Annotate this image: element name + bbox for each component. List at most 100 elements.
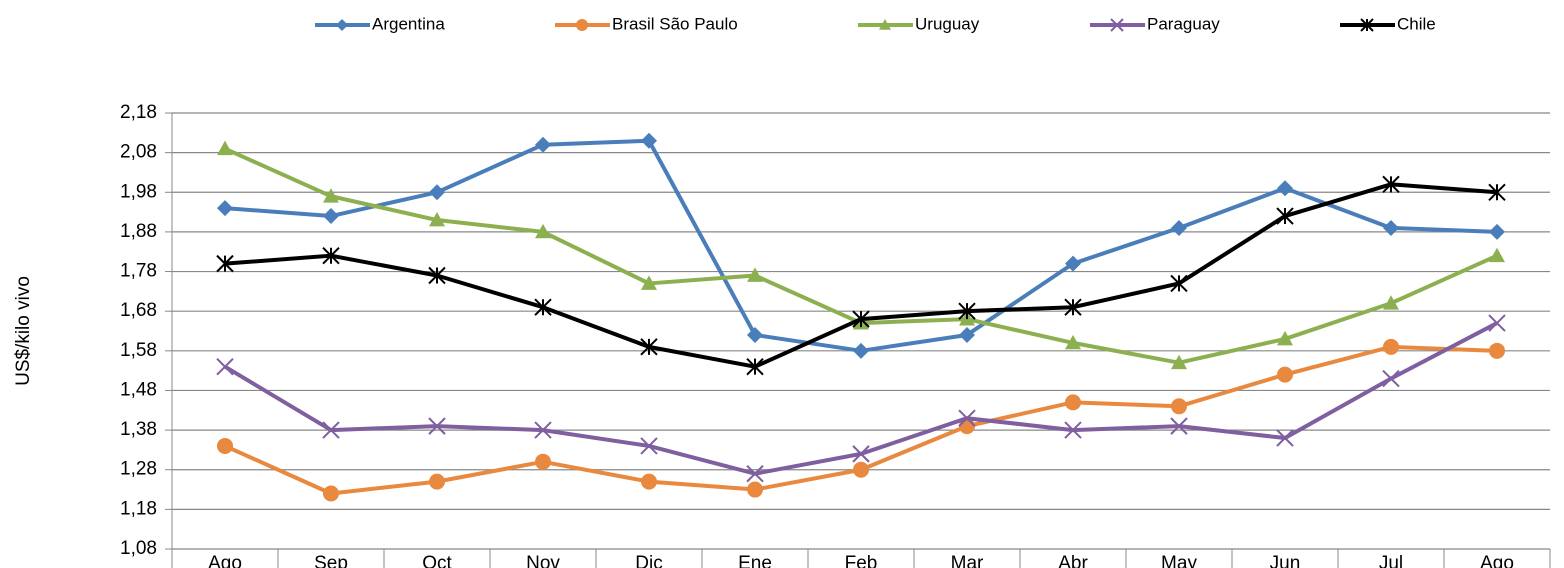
y-tick-label: 1,38: [120, 419, 157, 440]
marker: [217, 437, 233, 454]
x-tick-label: Jul: [1379, 553, 1403, 568]
x-tick-label: Sep: [314, 553, 348, 568]
x-tick-label: Oct: [422, 553, 452, 568]
marker: [958, 409, 976, 427]
marker: [1383, 219, 1399, 236]
marker: [879, 19, 891, 30]
marker: [1382, 369, 1400, 388]
marker: [641, 132, 657, 149]
y-tick-label: 1,88: [120, 221, 157, 242]
x-tick-label: Ago: [208, 553, 242, 568]
marker: [322, 246, 340, 265]
marker: [641, 275, 657, 290]
marker: [1277, 330, 1293, 346]
marker: [323, 188, 339, 203]
marker: [853, 342, 869, 359]
marker: [1065, 255, 1081, 272]
marker: [576, 19, 588, 31]
marker: [747, 481, 763, 498]
marker: [1489, 247, 1505, 263]
marker: [336, 19, 348, 31]
legend-label: Uruguay: [915, 14, 980, 33]
marker: [1383, 295, 1399, 310]
marker: [852, 310, 870, 328]
marker: [1064, 421, 1082, 439]
y-tick-label: 1,28: [120, 459, 157, 480]
x-tick-label: Jun: [1270, 553, 1301, 568]
marker: [641, 473, 657, 490]
marker: [1171, 398, 1187, 415]
legend: Argentina Brasil São Paulo Uruguay Paraguay…: [315, 14, 1436, 33]
marker: [959, 326, 975, 343]
marker: [640, 437, 658, 455]
marker: [534, 298, 552, 316]
series-line: [224, 182, 1498, 369]
marker: [1276, 207, 1294, 225]
series-line: [224, 146, 1498, 365]
marker: [747, 326, 763, 343]
marker: [640, 338, 658, 356]
x-tick-label: Dic: [635, 553, 662, 568]
marker: [1065, 394, 1081, 411]
x-tick-label: Ago: [1480, 553, 1514, 568]
marker: [853, 461, 869, 478]
marker: [534, 421, 552, 439]
x-tick-label: Nov: [526, 553, 560, 568]
marker: [1110, 18, 1124, 32]
x-tick-label: Abr: [1058, 553, 1088, 568]
marker: [746, 357, 764, 376]
marker: [1170, 274, 1188, 293]
legend-label: Argentina: [372, 14, 445, 33]
marker: [535, 453, 551, 470]
marker: [958, 302, 976, 320]
y-tick-label: 1,18: [120, 498, 157, 519]
marker: [852, 445, 870, 463]
x-tick-label: Mar: [951, 553, 984, 568]
marker: [429, 212, 445, 227]
marker: [323, 208, 339, 225]
marker: [1489, 342, 1505, 359]
x-tick-label: Feb: [845, 553, 878, 568]
marker: [746, 464, 764, 483]
marker: [1171, 219, 1187, 236]
y-axis-label: US$/kilo vivo: [13, 276, 34, 386]
marker: [429, 184, 445, 201]
marker: [1064, 298, 1082, 316]
marker: [1277, 180, 1293, 197]
marker: [747, 267, 763, 282]
marker: [1383, 338, 1399, 355]
marker: [428, 266, 446, 285]
marker: [535, 223, 551, 239]
marker: [1277, 366, 1293, 383]
marker: [1489, 223, 1505, 240]
x-tick-label: Ene: [738, 553, 772, 568]
y-tick-label: 2,08: [120, 142, 157, 163]
marker: [535, 136, 551, 153]
y-tick-label: 1,68: [120, 300, 157, 321]
marker: [1170, 417, 1188, 435]
y-tick-label: 2,18: [120, 102, 157, 123]
marker: [217, 200, 233, 217]
marker: [428, 417, 446, 435]
marker: [1171, 354, 1187, 370]
legend-label: Paraguay: [1147, 14, 1220, 33]
marker: [429, 473, 445, 490]
y-tick-label: 1,48: [120, 379, 157, 400]
marker: [216, 254, 234, 273]
marker: [1382, 175, 1400, 194]
legend-label: Chile: [1397, 14, 1436, 33]
marker: [216, 357, 234, 376]
y-tick-label: 1,58: [120, 340, 157, 361]
marker: [1065, 334, 1081, 350]
marker: [1488, 314, 1506, 332]
marker: [1360, 18, 1374, 32]
marker: [323, 485, 339, 502]
y-tick-label: 1,78: [120, 261, 157, 282]
y-tick-label: 1,98: [120, 181, 157, 202]
marker: [1488, 183, 1506, 201]
marker: [1276, 429, 1294, 447]
marker: [217, 140, 233, 156]
y-tick-label: 1,08: [120, 538, 157, 559]
x-tick-label: May: [1161, 553, 1197, 568]
